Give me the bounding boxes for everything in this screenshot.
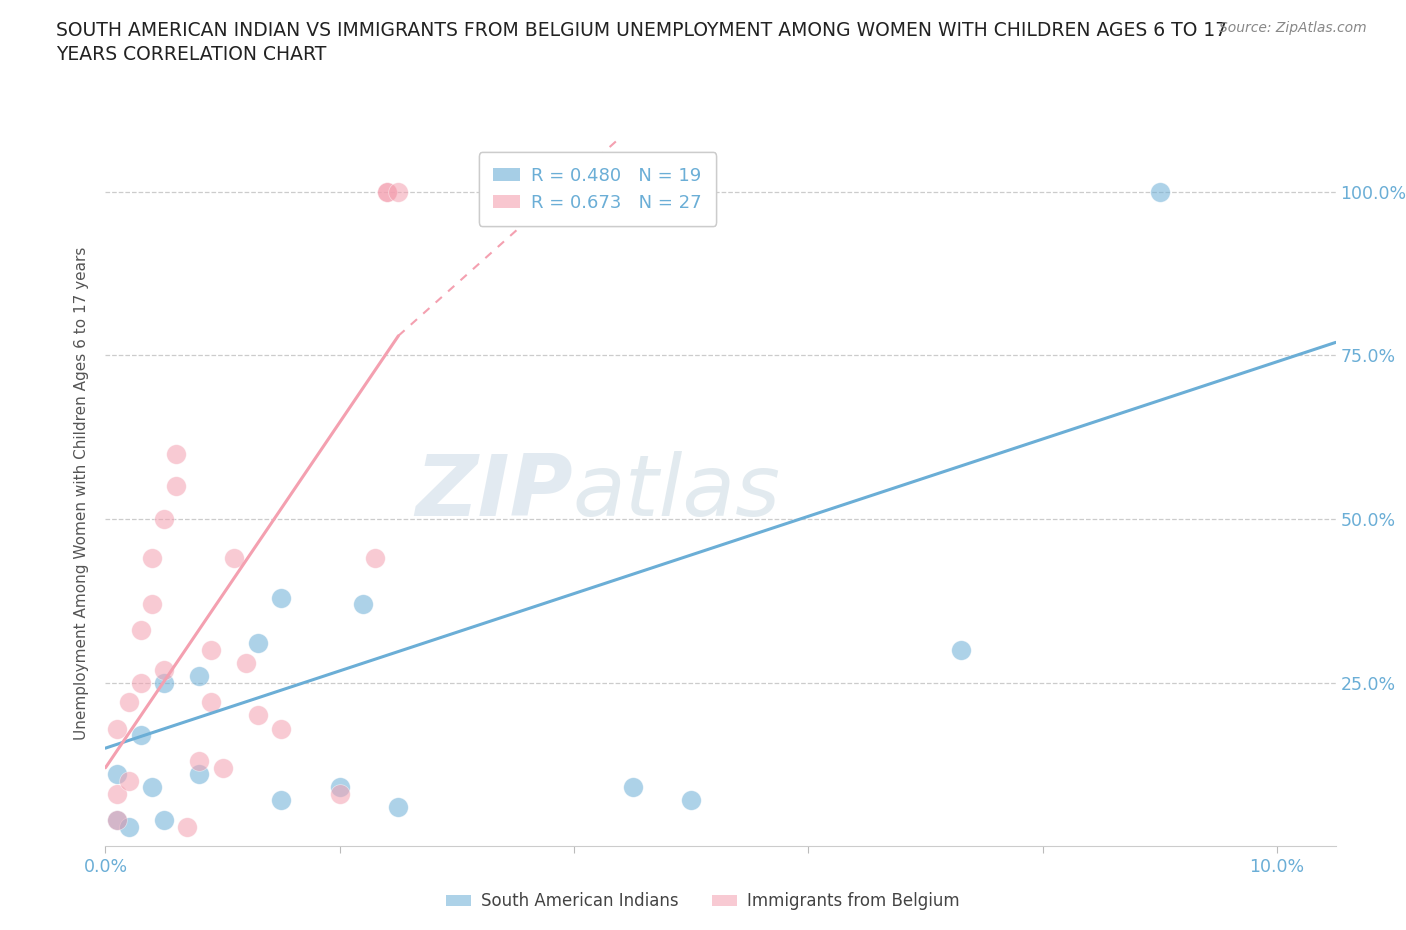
Legend: South American Indians, Immigrants from Belgium: South American Indians, Immigrants from … bbox=[440, 885, 966, 917]
Point bbox=[188, 767, 211, 782]
Point bbox=[105, 813, 128, 828]
Point bbox=[211, 761, 233, 776]
Text: atlas: atlas bbox=[574, 451, 780, 535]
Text: Source: ZipAtlas.com: Source: ZipAtlas.com bbox=[1219, 21, 1367, 35]
Point bbox=[387, 800, 409, 815]
Point bbox=[176, 819, 198, 834]
Point bbox=[153, 662, 176, 677]
Point bbox=[141, 780, 163, 795]
Point bbox=[387, 184, 409, 199]
Point bbox=[153, 512, 176, 526]
Point bbox=[200, 695, 222, 710]
Point bbox=[621, 780, 644, 795]
Point bbox=[129, 623, 152, 638]
Point bbox=[153, 675, 176, 690]
Point bbox=[105, 787, 128, 802]
Text: YEARS CORRELATION CHART: YEARS CORRELATION CHART bbox=[56, 45, 326, 63]
Point bbox=[329, 780, 352, 795]
Point bbox=[165, 446, 187, 461]
Point bbox=[681, 793, 703, 808]
Point bbox=[375, 184, 398, 199]
Text: ZIP: ZIP bbox=[415, 451, 574, 535]
Point bbox=[141, 551, 163, 565]
Point bbox=[949, 643, 972, 658]
Point bbox=[105, 721, 128, 736]
Point bbox=[129, 727, 152, 742]
Point bbox=[141, 597, 163, 612]
Point bbox=[246, 708, 269, 723]
Point bbox=[188, 754, 211, 769]
Point bbox=[105, 813, 128, 828]
Point bbox=[224, 551, 246, 565]
Point bbox=[118, 819, 141, 834]
Point bbox=[329, 787, 352, 802]
Point bbox=[153, 813, 176, 828]
Point bbox=[165, 479, 187, 494]
Point bbox=[235, 656, 257, 671]
Point bbox=[246, 636, 269, 651]
Point bbox=[364, 551, 387, 565]
Point bbox=[105, 767, 128, 782]
Point bbox=[270, 721, 292, 736]
Y-axis label: Unemployment Among Women with Children Ages 6 to 17 years: Unemployment Among Women with Children A… bbox=[75, 246, 90, 739]
Point bbox=[188, 669, 211, 684]
Point bbox=[129, 675, 152, 690]
Point bbox=[352, 597, 374, 612]
Point bbox=[270, 793, 292, 808]
Point bbox=[118, 774, 141, 789]
Point bbox=[270, 591, 292, 605]
Point bbox=[118, 695, 141, 710]
Legend: R = 0.480   N = 19, R = 0.673   N = 27: R = 0.480 N = 19, R = 0.673 N = 27 bbox=[479, 153, 716, 226]
Point bbox=[375, 184, 398, 199]
Point bbox=[200, 643, 222, 658]
Text: SOUTH AMERICAN INDIAN VS IMMIGRANTS FROM BELGIUM UNEMPLOYMENT AMONG WOMEN WITH C: SOUTH AMERICAN INDIAN VS IMMIGRANTS FROM… bbox=[56, 21, 1227, 40]
Point bbox=[1149, 184, 1171, 199]
